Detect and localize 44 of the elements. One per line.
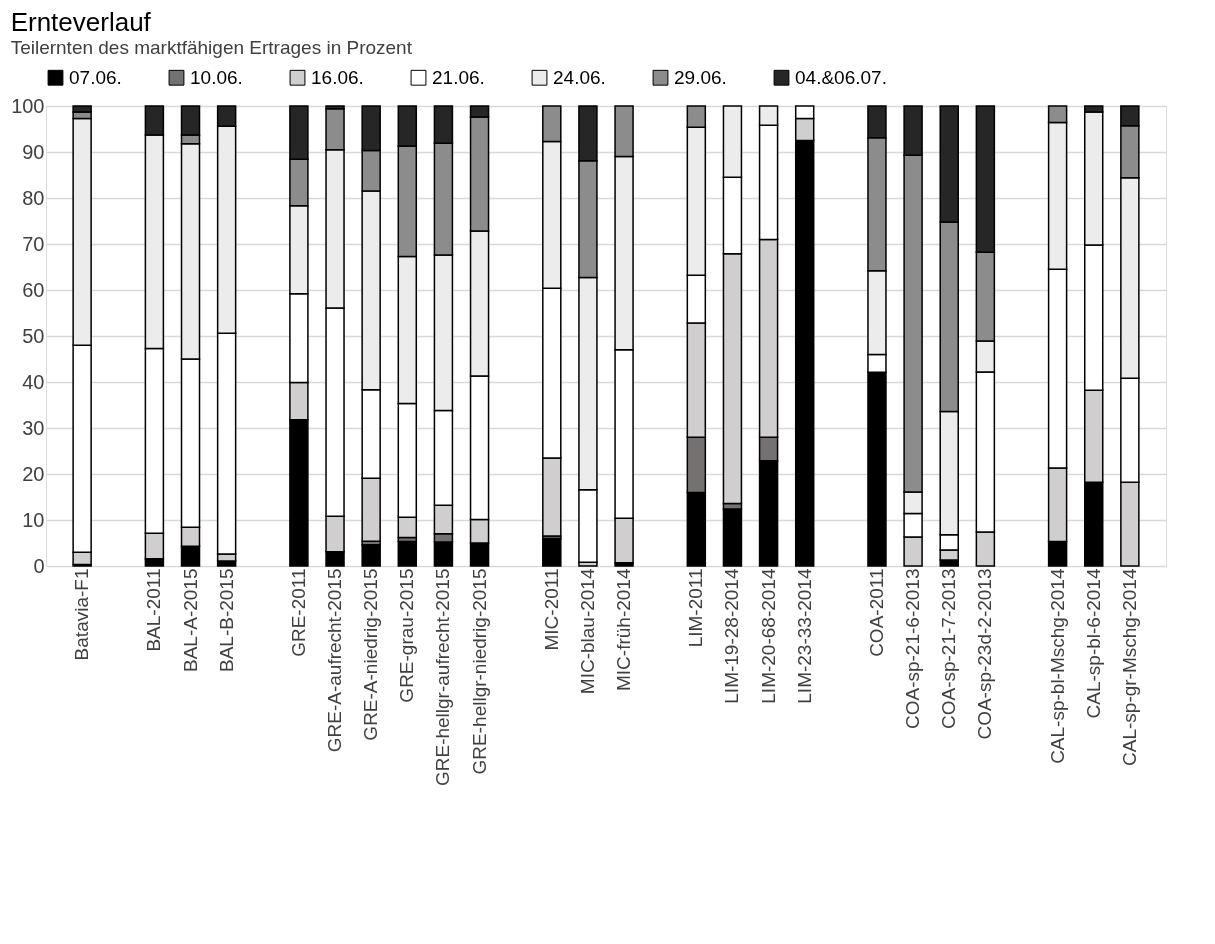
y-tick-label: 80 <box>22 186 45 209</box>
legend-label: 07.06. <box>69 66 122 88</box>
y-tick-label: 100 <box>11 94 45 117</box>
x-tick-label: GRE-grau-2015 <box>396 568 418 703</box>
x-tick-label: LIM-23-33-2014 <box>793 568 815 704</box>
y-tick-label: 10 <box>22 508 45 531</box>
x-tick-label: Batavia-F1 <box>71 568 93 661</box>
x-tick-label: MIC-2011 <box>540 568 562 651</box>
legend-label: 04.&06.07. <box>795 66 887 88</box>
legend-label: 21.06. <box>432 66 485 88</box>
x-tick-label: MIC-früh-2014 <box>613 568 635 691</box>
x-tick-label: GRE-A-aufrecht-2015 <box>324 568 346 753</box>
y-tick-label: 50 <box>22 324 45 347</box>
x-tick-label: GRE-2011 <box>287 568 309 657</box>
x-tick-label: GRE-hellgr-aufrecht-2015 <box>432 568 454 787</box>
y-tick-label: 40 <box>22 370 45 393</box>
legend-label: 10.06. <box>190 66 243 88</box>
x-tick-label: CAL-sp-bl-6-2014 <box>1082 568 1104 719</box>
x-tick-label: COA-sp-21-7-2013 <box>938 568 960 730</box>
chart-subtitle: Teilernten des marktfähigen Ertrages in Prozent <box>10 37 413 58</box>
x-tick-label: COA-sp-23d-2-2013 <box>974 568 996 740</box>
x-tick-label: LIM-2011 <box>685 568 707 648</box>
y-tick-label: 30 <box>22 416 45 439</box>
y-tick-label: 60 <box>22 278 45 301</box>
x-tick-label: COA-2011 <box>865 568 887 657</box>
x-tick-label: BAL-2011 <box>143 568 165 652</box>
x-tick-label: LIM-19-28-2014 <box>721 568 743 704</box>
x-tick-label: BAL-B-2015 <box>215 568 237 673</box>
x-tick-label: LIM-20-68-2014 <box>757 568 779 704</box>
x-tick-label: GRE-hellgr-niedrig-2015 <box>468 568 490 775</box>
x-tick-label: GRE-A-niedrig-2015 <box>360 568 382 741</box>
y-tick-label: 70 <box>22 232 45 255</box>
y-tick-label: 90 <box>22 140 45 163</box>
x-tick-label: BAL-A-2015 <box>179 568 201 673</box>
y-tick-label: 0 <box>33 554 45 577</box>
legend-label: 29.06. <box>674 66 727 88</box>
x-tick-label: CAL-sp-bl-Mschg-2014 <box>1046 568 1068 764</box>
legend-label: 24.06. <box>553 66 606 88</box>
chart-title: Ernteverlauf <box>10 7 152 37</box>
legend-label: 16.06. <box>311 66 364 88</box>
x-tick-label: COA-sp-21-6-2013 <box>902 568 924 730</box>
x-tick-label: CAL-sp-gr-Mschg-2014 <box>1118 568 1140 766</box>
y-tick-label: 20 <box>22 462 45 485</box>
x-tick-label: MIC-blau-2014 <box>576 568 598 695</box>
